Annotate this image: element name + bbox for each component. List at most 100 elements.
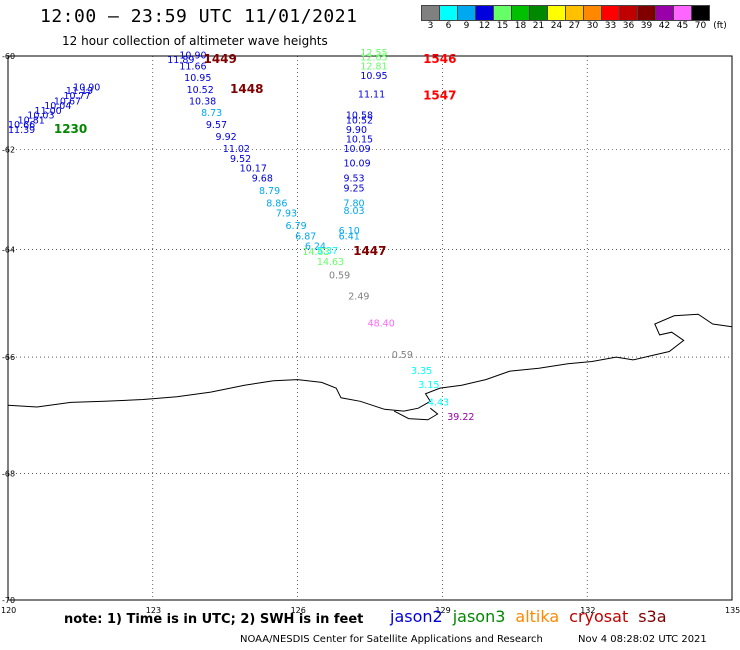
mission-jason2: jason2 xyxy=(390,607,443,626)
scale-label: 42 xyxy=(658,21,671,31)
pass-time-label: 1448 xyxy=(230,82,263,96)
wave-height-label: 12.81 xyxy=(360,62,387,73)
wave-height-label: 12.55 xyxy=(360,48,387,59)
wave-height-label: 10.09 xyxy=(343,144,370,155)
coastline-inlet xyxy=(393,407,439,421)
wave-height-label: 5.37 xyxy=(317,246,338,257)
wave-height-label: 11.19 xyxy=(66,86,93,97)
pass-time-label: 1547 xyxy=(423,89,456,103)
lat-label: -66 xyxy=(2,353,15,362)
lon-label: 126 xyxy=(291,606,306,615)
lon-label: 132 xyxy=(580,606,595,615)
scale-swatch xyxy=(691,5,710,21)
pass-time-label: 1447 xyxy=(353,244,386,258)
scale-label: 3 xyxy=(427,21,434,31)
lat-label: -68 xyxy=(2,469,15,478)
wave-height-label: 10.09 xyxy=(343,159,370,170)
mission-altika: altika xyxy=(515,607,560,626)
wave-height-label: 7.93 xyxy=(276,208,297,219)
mission-cryosat: cryosat xyxy=(569,607,629,626)
wave-height-label: 6.87 xyxy=(295,231,316,242)
wave-height-label: 8.79 xyxy=(259,186,280,197)
wave-height-label: 9.57 xyxy=(206,120,227,131)
wave-height-label: 10.66 xyxy=(8,120,35,131)
wave-height-label: 14.63 xyxy=(302,247,329,258)
lat-label: -64 xyxy=(2,246,15,255)
wave-height-label: 11.66 xyxy=(179,62,206,73)
wave-height-label: 10.90 xyxy=(179,50,206,61)
wave-height-label: 0.59 xyxy=(329,270,350,281)
wave-height-label: 10.77 xyxy=(64,91,91,102)
scale-label: 45 xyxy=(676,21,689,31)
wave-height-label: 12.65 xyxy=(360,53,387,64)
scale-label: 9 xyxy=(463,21,470,31)
wave-height-label: 9.25 xyxy=(343,183,364,194)
footer-note: note: 1) Time is in UTC; 2) SWH is in fe… xyxy=(64,612,364,627)
lon-label: 129 xyxy=(435,606,450,615)
scale-label: 39 xyxy=(640,21,653,31)
wave-height-label: 6.41 xyxy=(339,231,360,242)
wave-height-label: 11.00 xyxy=(35,106,62,117)
scale-label: 33 xyxy=(604,21,617,31)
pass-time-label: 1230 xyxy=(54,122,87,136)
pass-time-label: 1546 xyxy=(423,52,456,66)
wave-height-label: 10.04 xyxy=(44,101,71,112)
scale-label: 12 xyxy=(478,21,491,31)
wave-height-label: 9.90 xyxy=(346,125,367,136)
footer-timestamp: Nov 4 08:28:02 UTC 2021 xyxy=(578,634,707,645)
wave-height-label: 3.15 xyxy=(418,380,439,391)
lon-label: 135 xyxy=(725,606,740,615)
page-title: 12:00 – 23:59 UTC 11/01/2021 xyxy=(40,6,358,27)
scale-label: 70 xyxy=(694,21,707,31)
scale-label: 24 xyxy=(550,21,563,31)
scale-label: 30 xyxy=(586,21,599,31)
wave-height-label: 10.95 xyxy=(184,73,211,84)
wave-height-label: 10.52 xyxy=(187,85,214,96)
lat-label: -60 xyxy=(2,52,15,61)
wave-height-label: 10.03 xyxy=(27,111,54,122)
wave-height-label: 39.22 xyxy=(447,412,474,423)
lat-label: -70 xyxy=(2,596,15,605)
color-scale-labels: 3 6 9 12 15 18 21 24 27 30 33 36 39 42 45 70 (ft) xyxy=(422,21,740,35)
wave-height-label: 2.49 xyxy=(348,292,369,303)
color-scale-bar xyxy=(421,5,710,21)
scale-label: 27 xyxy=(568,21,581,31)
wave-height-label: 10.38 xyxy=(189,96,216,107)
wave-height-label: 11.39 xyxy=(8,125,35,136)
wave-height-label: 11.89 xyxy=(167,55,194,66)
scale-label: 21 xyxy=(532,21,545,31)
wave-height-label: 8.86 xyxy=(266,198,287,209)
wave-height-label: 10.58 xyxy=(346,111,373,122)
wave-height-label: 14.63 xyxy=(317,257,344,268)
mission-jason3: jason3 xyxy=(452,607,506,626)
wave-height-label: 8.03 xyxy=(343,206,364,217)
wave-height-label: 10.95 xyxy=(360,71,387,82)
wave-height-label: 9.92 xyxy=(216,132,237,143)
wave-height-label: 10.67 xyxy=(54,96,81,107)
wave-height-label: 7.80 xyxy=(343,198,364,209)
scale-label: 6 xyxy=(445,21,452,31)
lon-label: 123 xyxy=(146,606,161,615)
wave-height-label: 10.17 xyxy=(240,164,267,175)
lat-label: -62 xyxy=(2,146,15,155)
mission-legend: jason2 jason3 altika cryosat s3a xyxy=(390,607,677,626)
wave-height-label: 10.81 xyxy=(18,115,45,126)
wave-height-label: 9.53 xyxy=(343,173,364,184)
mission-s3a: s3a xyxy=(638,607,667,626)
wave-height-label: 10.52 xyxy=(346,115,373,126)
footer-credit: NOAA/NESDIS Center for Satellite Applica… xyxy=(240,634,543,645)
page-subtitle: 12 hour collection of altimeter wave hei… xyxy=(62,34,328,48)
wave-height-label: 3.35 xyxy=(411,366,432,377)
wave-height-label: 6.10 xyxy=(339,226,360,237)
wave-height-label: 0.59 xyxy=(392,350,413,361)
wave-height-label: 6.79 xyxy=(286,221,307,232)
wave-height-label: 9.52 xyxy=(230,154,251,165)
scale-label: 36 xyxy=(622,21,635,31)
wave-height-label: 6.24 xyxy=(305,242,326,253)
wave-height-label: 10.15 xyxy=(346,134,373,145)
scale-label: 15 xyxy=(496,21,509,31)
wave-height-label: 48.40 xyxy=(368,319,395,330)
wave-height-label: 8.73 xyxy=(201,108,222,119)
wave-height-label: 11.11 xyxy=(358,89,385,100)
